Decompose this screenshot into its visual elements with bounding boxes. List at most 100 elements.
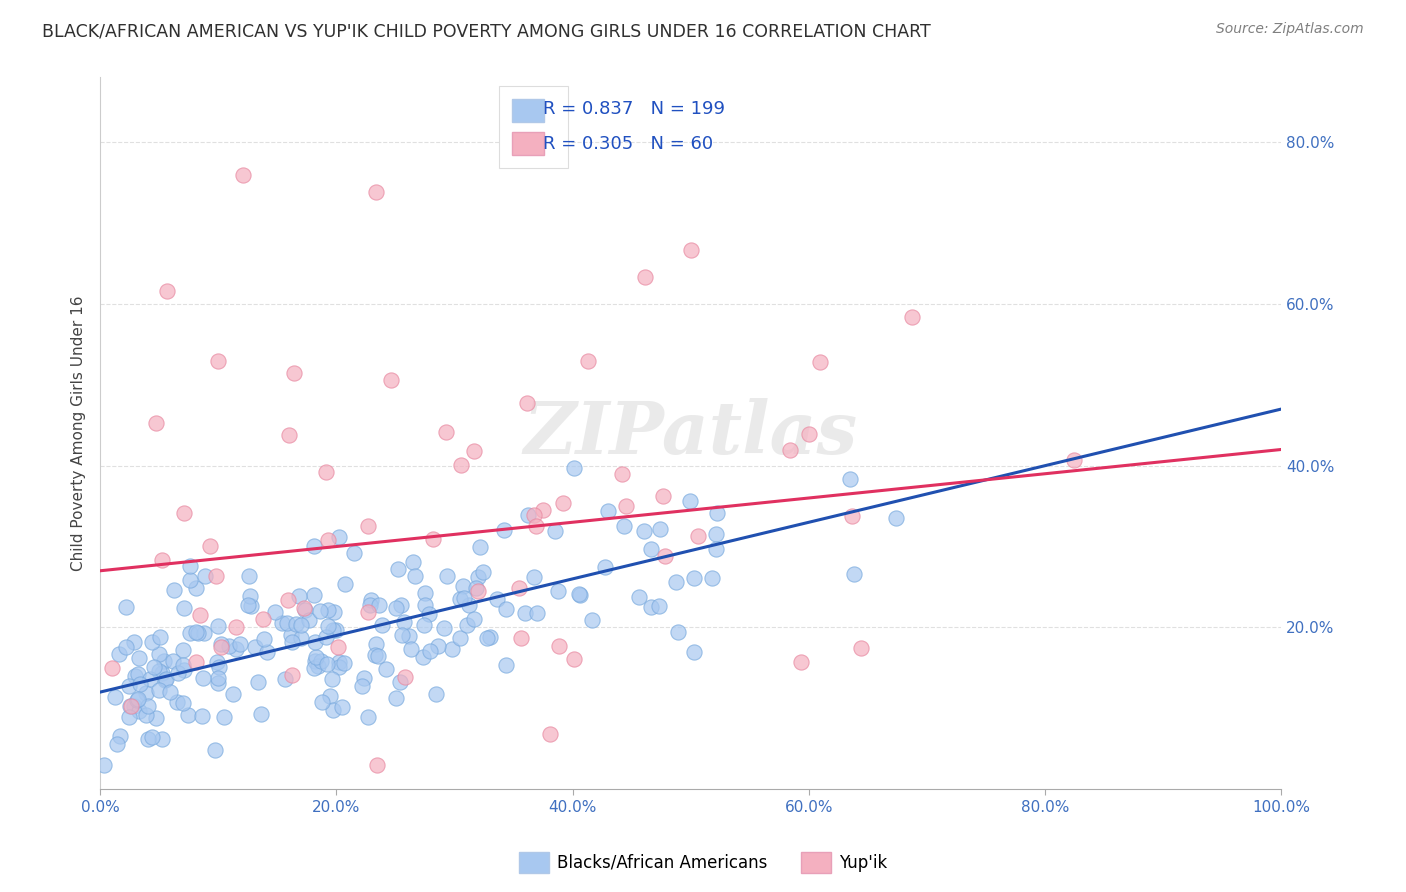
- Yup'ik: [150, 553, 173, 567]
- Blacks/African Americans: [179, 573, 201, 587]
- Blacks/African Americans: [271, 615, 294, 630]
- Blacks/African Americans: [302, 588, 325, 602]
- Blacks/African Americans: [449, 592, 471, 607]
- Blacks/African Americans: [191, 708, 214, 723]
- Yup'ik: [779, 442, 801, 457]
- Blacks/African Americans: [136, 698, 159, 713]
- Blacks/African Americans: [290, 631, 312, 645]
- Blacks/African Americans: [328, 656, 350, 670]
- Blacks/African Americans: [472, 565, 495, 579]
- Blacks/African Americans: [240, 599, 263, 613]
- Blacks/African Americans: [679, 493, 702, 508]
- Blacks/African Americans: [683, 571, 706, 585]
- Blacks/African Americans: [568, 588, 591, 602]
- Blacks/African Americans: [467, 570, 489, 584]
- Blacks/African Americans: [385, 690, 408, 705]
- Yup'ik: [156, 284, 179, 298]
- Y-axis label: Child Poverty Among Girls Under 16: Child Poverty Among Girls Under 16: [72, 295, 86, 571]
- Legend: , : ,: [499, 87, 568, 168]
- Blacks/African Americans: [436, 569, 458, 583]
- Blacks/African Americans: [184, 581, 207, 595]
- Blacks/African Americans: [153, 673, 176, 687]
- Blacks/African Americans: [148, 682, 170, 697]
- Blacks/African Americans: [243, 640, 266, 654]
- Blacks/African Americans: [207, 671, 229, 685]
- Yup'ik: [422, 533, 444, 547]
- Blacks/African Americans: [457, 598, 479, 612]
- Blacks/African Americans: [412, 618, 434, 632]
- Blacks/African Americans: [425, 687, 447, 701]
- Text: R = 0.837   N = 199: R = 0.837 N = 199: [543, 101, 725, 119]
- Text: Source: ZipAtlas.com: Source: ZipAtlas.com: [1216, 22, 1364, 37]
- Blacks/African Americans: [264, 605, 287, 619]
- Yup'ik: [209, 640, 232, 654]
- Blacks/African Americans: [238, 589, 260, 603]
- Blacks/African Americans: [419, 643, 441, 657]
- Blacks/African Americans: [426, 639, 449, 653]
- Blacks/African Americans: [302, 539, 325, 553]
- Blacks/African Americans: [633, 524, 655, 538]
- Blacks/African Americans: [179, 558, 201, 573]
- Blacks/African Americans: [387, 562, 409, 576]
- Yup'ik: [531, 503, 554, 517]
- Blacks/African Americans: [193, 626, 215, 640]
- Blacks/African Americans: [149, 630, 172, 644]
- Blacks/African Americans: [332, 656, 354, 670]
- Yup'ik: [120, 698, 142, 713]
- Yup'ik: [380, 373, 402, 387]
- Blacks/African Americans: [225, 641, 247, 656]
- Blacks/African Americans: [173, 663, 195, 677]
- Blacks/African Americans: [229, 637, 252, 651]
- Yup'ik: [790, 655, 813, 669]
- Blacks/African Americans: [122, 698, 145, 713]
- Blacks/African Americans: [682, 645, 704, 659]
- Blacks/African Americans: [297, 613, 319, 627]
- Blacks/African Americans: [392, 615, 415, 630]
- Blacks/African Americans: [328, 659, 350, 673]
- Blacks/African Americans: [246, 674, 269, 689]
- Blacks/African Americans: [167, 666, 190, 681]
- Blacks/African Americans: [207, 656, 229, 670]
- Blacks/African Americans: [274, 672, 297, 686]
- Blacks/African Americans: [330, 699, 353, 714]
- Yup'ik: [576, 353, 599, 368]
- Yup'ik: [366, 757, 388, 772]
- Blacks/African Americans: [128, 650, 150, 665]
- Blacks/African Americans: [145, 711, 167, 725]
- Blacks/African Americans: [342, 546, 364, 560]
- Blacks/African Americans: [666, 625, 689, 640]
- Blacks/African Americans: [162, 654, 184, 668]
- Blacks/African Americans: [284, 617, 307, 632]
- Blacks/African Americans: [364, 637, 387, 651]
- Yup'ik: [547, 639, 569, 653]
- Blacks/African Americans: [322, 624, 344, 638]
- Blacks/African Americans: [325, 623, 347, 637]
- Blacks/African Americans: [302, 661, 325, 675]
- Blacks/African Americans: [309, 654, 332, 668]
- Blacks/African Americans: [280, 628, 302, 642]
- Blacks/African Americans: [222, 687, 245, 701]
- Blacks/African Americans: [389, 598, 412, 612]
- Blacks/African Americans: [516, 508, 538, 522]
- Blacks/African Americans: [415, 586, 437, 600]
- Blacks/African Americans: [367, 649, 389, 664]
- Blacks/African Americans: [640, 541, 662, 556]
- Blacks/African Americans: [136, 732, 159, 747]
- Blacks/African Americans: [108, 729, 131, 743]
- Blacks/African Americans: [359, 599, 381, 613]
- Blacks/African Americans: [562, 461, 585, 475]
- Yup'ik: [651, 490, 673, 504]
- Blacks/African Americans: [404, 568, 426, 582]
- Blacks/African Americans: [122, 634, 145, 648]
- Blacks/African Americans: [105, 737, 128, 751]
- Blacks/African Americans: [173, 600, 195, 615]
- Blacks/African Americans: [308, 604, 330, 618]
- Blacks/African Americans: [209, 637, 232, 651]
- Blacks/African Americans: [648, 522, 671, 536]
- Blacks/African Americans: [294, 603, 316, 617]
- Yup'ik: [101, 660, 124, 674]
- Yup'ik: [610, 467, 633, 482]
- Blacks/African Americans: [316, 603, 339, 617]
- Blacks/African Americans: [568, 587, 591, 601]
- Blacks/African Americans: [150, 732, 173, 747]
